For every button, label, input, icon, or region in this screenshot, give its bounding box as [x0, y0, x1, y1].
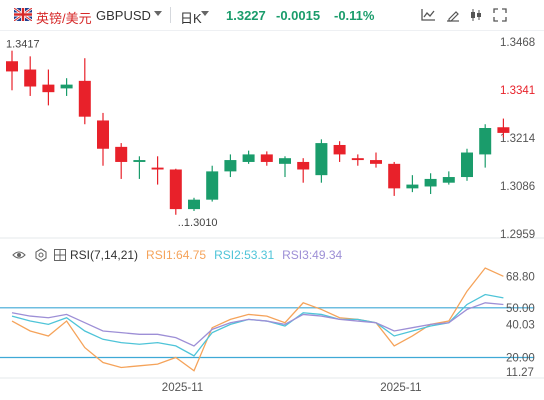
candle-body: [78, 80, 91, 117]
candle-body: [370, 160, 382, 164]
candle-body: [461, 152, 473, 178]
symbol-code[interactable]: GBPUSD: [96, 8, 151, 23]
candle-body: [151, 167, 164, 170]
rsi3-value: RSI3:49.34: [282, 248, 343, 262]
candle-body: [6, 61, 18, 72]
rsi2-value: RSI2:53.31: [214, 248, 275, 262]
candle-body: [388, 163, 401, 189]
candle-body: [169, 169, 182, 210]
line-chart-icon[interactable]: [418, 5, 438, 25]
rsi-series-line: [11, 267, 504, 372]
uk-flag-icon: [14, 8, 32, 21]
pencil-icon[interactable]: [443, 5, 463, 25]
price-axis-label: 1.3086: [500, 181, 535, 193]
price-change-pct: -0.11%: [334, 8, 375, 23]
candle-body: [406, 184, 419, 189]
candle-body: [424, 178, 437, 187]
price-change: -0.0015: [276, 8, 321, 23]
indicator-grid-icon[interactable]: [54, 249, 66, 261]
symbol-dropdown-icon[interactable]: [154, 11, 162, 16]
rsi1-value: RSI1:64.75: [146, 248, 207, 262]
candle-body: [24, 69, 37, 87]
chart-header: 英镑/美元 GBPUSD 日K 1.3227 -0.0015 -0.11%: [0, 0, 544, 31]
pair-name[interactable]: 英镑/美元: [36, 11, 92, 26]
price-axis-label: 1.3214: [500, 133, 536, 145]
high-price-annotation: 1.3417: [6, 39, 40, 51]
rsi-axis-label: 40.03: [506, 319, 535, 331]
candle-body: [42, 84, 55, 93]
last-price: 1.3227: [226, 8, 266, 23]
candle-body: [333, 144, 346, 155]
candle-body: [115, 146, 128, 162]
candle-body: [442, 177, 455, 183]
indicator-name[interactable]: RSI(7,14,21): [70, 248, 139, 262]
rsi-axis-label: 20.00: [506, 353, 535, 365]
period-selector[interactable]: 日K: [180, 11, 202, 26]
candle-body: [97, 120, 109, 149]
candlestick-icon[interactable]: [466, 5, 486, 25]
date-axis-label: 2025-11: [380, 382, 421, 394]
rsi-axis-label: 68.80: [506, 272, 535, 284]
candle-body: [188, 199, 200, 210]
settings-gear-icon[interactable]: [34, 248, 48, 262]
rsi-axis-label: 50.00: [506, 303, 535, 315]
indicator-legend: RSI(7,14,21) RSI1:64.75 RSI2:53.31 RSI3:…: [12, 247, 342, 263]
candle-body: [60, 84, 73, 89]
candle-body: [260, 154, 273, 162]
candle-body: [297, 161, 310, 170]
rsi-axis-label: 11.27: [506, 367, 534, 379]
candle-body: [351, 158, 364, 161]
candle-body: [497, 127, 510, 133]
date-axis-label: 2025-11: [162, 382, 203, 394]
candle-body: [133, 160, 146, 162]
candle-body: [279, 158, 291, 164]
candle-body: [315, 143, 328, 176]
fullscreen-icon[interactable]: [490, 5, 510, 25]
price-axis-label: 1.3468: [500, 37, 535, 49]
header-divider: [170, 7, 171, 23]
price-axis-label: 1.3341: [500, 85, 535, 97]
candle-body: [242, 154, 255, 162]
rsi-series-line: [11, 302, 504, 347]
period-dropdown-icon[interactable]: [201, 11, 209, 16]
price-axis-label: 1.2959: [500, 229, 535, 241]
visibility-eye-icon[interactable]: [12, 248, 26, 262]
candle-body: [224, 160, 237, 172]
candle-body: [206, 171, 219, 200]
low-price-annotation: ..1.3010: [178, 217, 218, 229]
candle-body: [479, 128, 492, 155]
